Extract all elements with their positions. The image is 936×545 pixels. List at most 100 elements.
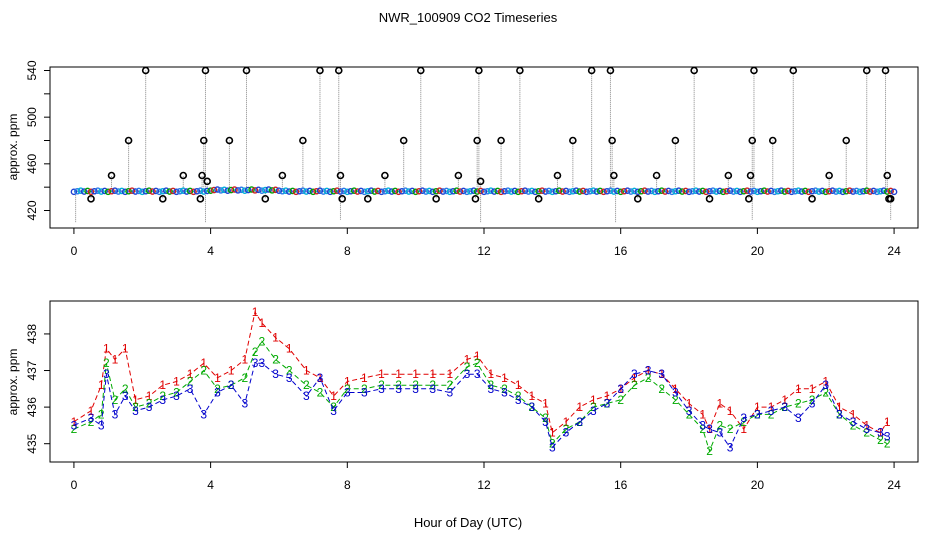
baseline-marker xyxy=(521,187,529,194)
baseline-marker xyxy=(326,188,334,196)
series-1-point: 1 xyxy=(429,367,436,381)
outlier-point xyxy=(336,171,345,180)
series-2-point: 2 xyxy=(850,418,857,432)
series-1-point: 1 xyxy=(272,331,279,345)
series-2-point: 2 xyxy=(515,389,522,403)
series-2-point: 2 xyxy=(146,396,153,410)
outlier-point xyxy=(587,67,596,75)
baseline-marker xyxy=(156,188,163,196)
baseline-marker xyxy=(248,186,255,193)
baseline-marker xyxy=(203,187,211,195)
series-2-point: 2 xyxy=(98,407,105,421)
series-1-point: 1 xyxy=(884,415,891,429)
x-tick-label: 8 xyxy=(344,244,351,258)
series-3-point: 3 xyxy=(214,385,221,399)
series-3-point: 3 xyxy=(754,407,761,421)
outlier-point xyxy=(842,136,851,145)
baseline-marker xyxy=(613,187,621,195)
baseline-marker xyxy=(651,188,659,196)
series-2-point: 2 xyxy=(344,382,351,396)
series-1-point: 1 xyxy=(303,364,310,378)
x-axis-title: Hour of Day (UTC) xyxy=(414,515,522,530)
series-2-point: 2 xyxy=(716,418,723,432)
baseline-marker xyxy=(313,187,320,195)
series-1-point: 1 xyxy=(590,393,597,407)
series-1-point: 1 xyxy=(464,353,471,367)
baseline-marker xyxy=(101,187,108,195)
baseline-marker xyxy=(207,187,214,194)
outlier-point xyxy=(825,171,833,180)
baseline-marker xyxy=(508,188,515,195)
baseline-marker xyxy=(689,187,696,195)
series-1-point: 1 xyxy=(395,367,402,381)
series-2-point: 2 xyxy=(740,415,747,429)
series-3-point: 3 xyxy=(549,440,556,454)
baseline-marker xyxy=(145,187,153,194)
baseline-marker xyxy=(853,187,860,195)
series-2-point: 2 xyxy=(706,444,713,458)
series-2-point: 2 xyxy=(576,415,583,429)
outlier-point xyxy=(608,136,616,145)
baseline-marker xyxy=(162,187,170,194)
baseline-marker xyxy=(767,187,775,195)
series-2-point: 2 xyxy=(378,378,385,392)
series-3-point: 3 xyxy=(850,415,857,429)
series-1-point: 1 xyxy=(214,371,221,385)
outlier-point xyxy=(334,67,343,75)
baseline-marker xyxy=(559,188,566,195)
series-2-point: 2 xyxy=(122,382,129,396)
series-1-point: 1 xyxy=(228,364,235,378)
outlier-point xyxy=(87,195,95,203)
baseline-marker xyxy=(832,188,840,195)
outlier-point xyxy=(316,67,324,75)
baseline-marker xyxy=(829,187,836,194)
outlier-point xyxy=(199,136,208,145)
baseline-marker xyxy=(446,188,454,196)
series-1-point: 1 xyxy=(863,418,870,432)
x-tick-label: 20 xyxy=(751,478,765,492)
series-2-point: 2 xyxy=(822,385,829,399)
outlier-point xyxy=(201,67,210,75)
series-2-point: 2 xyxy=(303,378,310,392)
baseline-marker xyxy=(579,187,587,195)
baseline-marker xyxy=(330,187,337,195)
baseline-marker xyxy=(815,188,823,195)
baseline-marker xyxy=(846,187,853,194)
series-1-point: 1 xyxy=(259,316,266,330)
outlier-point xyxy=(768,136,777,145)
outlier-point xyxy=(516,67,524,75)
outlier-point xyxy=(881,67,890,75)
series-1-point: 1 xyxy=(378,367,385,381)
baseline-marker xyxy=(877,187,884,195)
series-3-point: 3 xyxy=(446,385,453,399)
series-3-point: 3 xyxy=(286,371,293,385)
baseline-marker xyxy=(439,188,447,195)
series-1-point: 1 xyxy=(501,371,508,385)
baseline-marker xyxy=(743,187,751,194)
series-3-point: 3 xyxy=(344,385,351,399)
baseline-marker xyxy=(200,188,208,195)
series-3-point: 3 xyxy=(88,411,95,425)
baseline-marker xyxy=(275,187,283,194)
baseline-marker xyxy=(883,188,891,195)
baseline-marker xyxy=(149,188,156,195)
series-3-point: 3 xyxy=(361,385,368,399)
series-1-point: 1 xyxy=(631,371,638,385)
outlier-point xyxy=(471,195,480,203)
series-2-point: 2 xyxy=(259,334,266,348)
series-1-point: 1 xyxy=(412,367,419,381)
series-1-point: 1 xyxy=(836,400,843,414)
baseline-marker xyxy=(545,187,553,195)
baseline-marker xyxy=(268,187,276,194)
baseline-marker xyxy=(890,188,898,196)
baseline-marker xyxy=(600,188,607,196)
series-1-point: 1 xyxy=(98,378,105,392)
baseline-marker xyxy=(415,187,423,195)
baseline-marker xyxy=(224,187,232,194)
baseline-marker xyxy=(217,187,225,194)
series-1-point: 1 xyxy=(146,389,153,403)
baseline-marker xyxy=(836,187,843,195)
baseline-marker xyxy=(84,187,91,195)
outlier-point xyxy=(690,67,698,75)
